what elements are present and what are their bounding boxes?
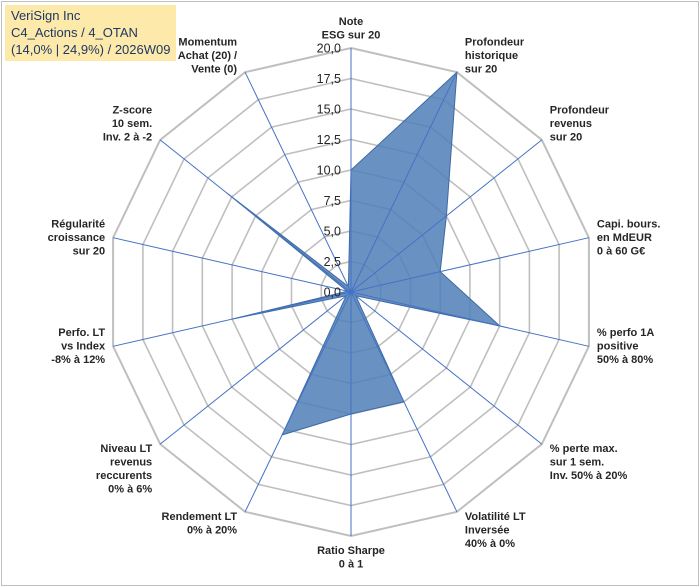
tick-label: 5,0 — [324, 225, 341, 239]
axis-label: Régularité croissance sur 20 — [48, 219, 105, 258]
axis-spoke — [350, 139, 543, 293]
tick-label: 20,0 — [317, 42, 341, 56]
axis-spoke — [350, 291, 590, 347]
axis-spoke — [112, 237, 352, 293]
axis-label-line: % perte max. — [550, 443, 618, 455]
axis-label-line: Profondeur — [465, 37, 525, 49]
axis-spoke — [159, 291, 352, 445]
axis-label-line: -8% à 12% — [51, 354, 105, 366]
axis-label-line: ESG sur 20 — [322, 30, 381, 42]
axis-label-line: Régularité — [51, 219, 105, 231]
axis-label-line: Momentum — [178, 37, 237, 49]
tick-label: 0,0 — [324, 286, 341, 300]
axis-label: Ratio Sharpe 0 à 1 — [317, 545, 385, 571]
axis-label: Niveau LT revenus reccurents 0% à 6% — [96, 443, 153, 496]
tick-label: 10,0 — [317, 164, 341, 178]
axis-label-line: croissance — [48, 232, 105, 244]
axis-label-line: 0 à 60 G€ — [597, 246, 645, 258]
axis-label-line: 0% à 20% — [187, 524, 237, 536]
axis-label-line: Inversée — [465, 524, 510, 536]
axis-label-line: Inv. 50% à 20% — [550, 470, 628, 482]
tick-label: 15,0 — [317, 103, 341, 117]
axis-label-line: historique — [465, 50, 518, 62]
axis-spoke — [350, 71, 458, 293]
axis-label-line: % perfo 1A — [597, 327, 655, 339]
axis-label-line: Vente (0) — [191, 64, 237, 76]
axis-label-line: 0 à 1 — [339, 559, 363, 571]
axis-label-line: Capi. bours. — [597, 219, 661, 231]
axis-label: Rendement LT 0% à 20% — [162, 511, 238, 537]
title-stats: (14,0% | 24,9%) / 2026W09 — [11, 42, 171, 57]
axis-label-line: revenus — [550, 118, 592, 130]
axis-label-line: Note — [339, 16, 363, 28]
axis-label-line: positive — [597, 341, 639, 353]
tick-label: 17,5 — [317, 72, 341, 86]
axis-label-line: revenus — [110, 457, 152, 469]
title-company: VeriSign Inc — [11, 8, 81, 23]
axis-label: Note ESG sur 20 — [322, 16, 381, 42]
axis-label-line: 50% à 80% — [597, 354, 653, 366]
axis-spoke — [350, 291, 458, 513]
axis-spoke — [350, 237, 590, 293]
axis-label-line: sur 20 — [73, 246, 105, 258]
axis-label: Volatilité LT Inversée 40% à 0% — [465, 511, 526, 550]
axis-label: % perte max. sur 1 sem. Inv. 50% à 20% — [550, 443, 628, 482]
data-polygon — [226, 70, 502, 436]
axis-label-line: sur 1 sem. — [550, 457, 604, 469]
axis-spoke — [112, 291, 352, 347]
tick-label: 12,5 — [317, 133, 341, 147]
tick-label: 7,5 — [324, 194, 341, 208]
axis-label-line: sur 20 — [550, 131, 582, 143]
axis-label-line: Z-score — [112, 104, 152, 116]
axis-spokes — [112, 48, 590, 536]
axis-label: Z-score 10 sem. Inv. 2 à -2 — [103, 104, 152, 143]
axis-label: % perfo 1A positive 50% à 80% — [597, 327, 655, 366]
axis-label-line: Profondeur — [550, 104, 610, 116]
axis-label-line: vs Index — [61, 341, 106, 353]
axis-label-line: Rendement LT — [162, 511, 238, 523]
axis-label-line: sur 20 — [465, 64, 497, 76]
axis-label: Profondeur historique sur 20 — [465, 37, 525, 76]
axis-label: Capi. bours. en MdEUR 0 à 60 G€ — [597, 219, 661, 258]
axis-label: Profondeur revenus sur 20 — [550, 104, 610, 143]
axis-spoke — [159, 139, 352, 293]
data-area — [226, 70, 502, 436]
axis-label-line: Inv. 2 à -2 — [103, 131, 152, 143]
axis-spoke — [244, 291, 352, 513]
axis-label-line: Volatilité LT — [465, 511, 526, 523]
tick-labels: 0,0 2,5 5,0 7,5 10,0 12,5 15,0 17,5 20,0 — [317, 42, 341, 300]
axis-spoke — [244, 71, 352, 293]
axis-spoke — [350, 291, 543, 445]
title-category: C4_Actions / 4_OTAN — [11, 25, 138, 40]
axis-label-line: 40% à 0% — [465, 538, 515, 550]
axis-label-line: en MdEUR — [597, 232, 652, 244]
axis-label-line: Ratio Sharpe — [317, 545, 385, 557]
axis-label-line: 10 sem. — [112, 118, 152, 130]
axis-label-line: Perfo. LT — [58, 327, 105, 339]
axis-label-line: 0% à 6% — [108, 484, 152, 496]
axis-label: Perfo. LT vs Index -8% à 12% — [51, 327, 106, 366]
axis-label-line: Niveau LT — [100, 443, 152, 455]
axis-label: Momentum Achat (20) / Vente (0) — [178, 37, 238, 76]
chart-title-box: VeriSign Inc C4_Actions / 4_OTAN (14,0% … — [5, 5, 177, 61]
axis-label-line: Achat (20) / — [178, 50, 237, 62]
axis-label-line: reccurents — [96, 470, 152, 482]
tick-label: 2,5 — [324, 255, 341, 269]
